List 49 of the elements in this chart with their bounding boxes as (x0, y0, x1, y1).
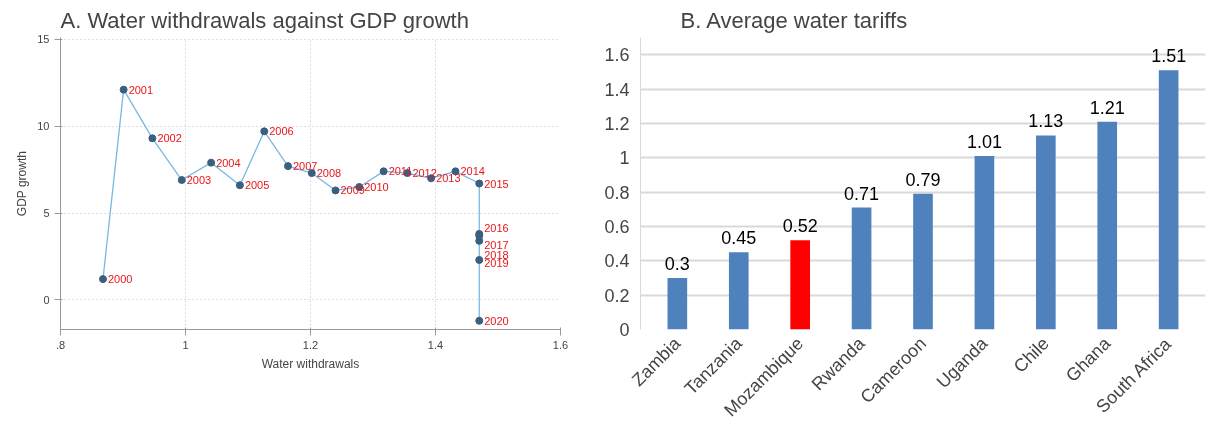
annotation: 2005 (244, 179, 270, 192)
annotation: 2004 (216, 156, 241, 169)
x-tick-label: 1.2 (302, 338, 319, 351)
annotation: 2012 (412, 167, 437, 180)
x-tick-label: 1.6 (552, 338, 569, 351)
y-tick-label: 0.4 (604, 251, 630, 272)
annotation: 2006 (269, 125, 294, 138)
annotation: 2010 (364, 180, 389, 193)
data-label: 1.21 (1089, 97, 1125, 118)
x-tick-label: .8 (55, 338, 66, 351)
y-axis-title: GDP growth (15, 151, 30, 217)
data-label: 1.01 (966, 132, 1002, 153)
chart-title: A. Water withdrawals against GDP growth (60, 7, 469, 33)
y-tick-label: 15 (37, 33, 50, 46)
annotation: 2001 (128, 83, 154, 96)
annotation: 2013 (436, 172, 461, 185)
y-tick-label: 0 (619, 320, 630, 340)
y-tick-label: 1.6 (604, 45, 630, 66)
annotation: 2007 (293, 160, 318, 173)
data-label: 0.52 (782, 216, 818, 237)
y-tick-label: 0.8 (604, 182, 630, 203)
y-tick-label: 1.2 (604, 113, 630, 134)
annotation: 2016 (484, 221, 509, 234)
y-tick-label: 10 (37, 120, 50, 133)
chart-title: B. Average water tariffs (680, 7, 908, 33)
annotation: 2002 (157, 132, 182, 145)
x-axis-title: Water withdrawals (261, 356, 360, 371)
x-tick-label: 1.4 (427, 338, 444, 351)
y-tick-label: 1 (619, 148, 630, 169)
annotation: 2017 (484, 238, 509, 251)
data-label: 1.13 (1028, 111, 1064, 132)
annotation: 2003 (186, 174, 212, 187)
y-tick-label: 0.6 (604, 216, 630, 237)
x-tick-label: 1 (182, 338, 189, 351)
data-label: 0.79 (905, 169, 941, 190)
y-tick-label: 0 (43, 293, 50, 306)
annotation: 2015 (484, 177, 509, 190)
annotation: 2014 (460, 165, 485, 178)
data-label: 0.45 (721, 228, 757, 249)
data-label: 1.51 (1151, 46, 1187, 67)
y-tick-label: 0.2 (604, 285, 630, 306)
annotation: 2000 (108, 273, 133, 286)
annotation: 2020 (484, 314, 509, 327)
y-tick-label: 1.4 (604, 79, 630, 100)
data-label: 0.71 (844, 183, 880, 204)
annotation: 2008 (316, 167, 342, 180)
data-label: 0.3 (664, 253, 690, 274)
y-tick-label: 5 (43, 207, 50, 220)
annotation: 2009 (340, 184, 365, 197)
